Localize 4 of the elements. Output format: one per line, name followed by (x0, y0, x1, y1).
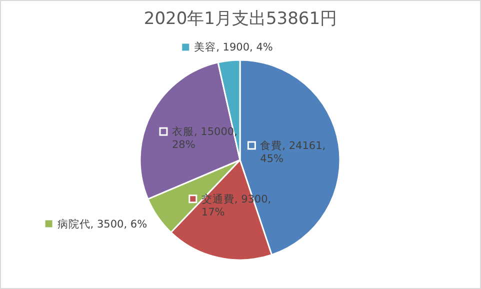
chart-title: 2020年1月支出53861円 (144, 9, 338, 29)
legend-label: 美容, 1900, 4% (194, 40, 273, 54)
legend-label: 食費, 24161, 45% (260, 138, 326, 165)
legend-label: 病院代, 3500, 6% (57, 217, 148, 230)
